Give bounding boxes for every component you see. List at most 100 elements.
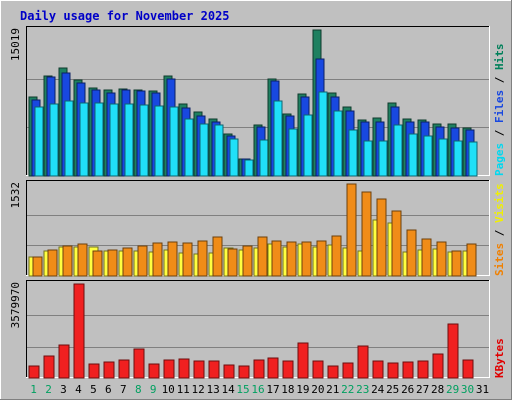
- bar-visits-sites-day-28: [436, 241, 447, 277]
- bar-hits-pages-day-11: [184, 118, 194, 177]
- bar-hits-pages-day-10: [169, 106, 179, 177]
- day-label-23: 23: [356, 383, 369, 396]
- day-label-29: 29: [446, 383, 459, 396]
- bar-kbytes-kbytes-day-26: [402, 361, 414, 379]
- bar-kbytes-kbytes-day-7: [118, 359, 130, 379]
- bar-visits-sites-day-22: [346, 183, 357, 277]
- bar-visits-sites-day-24: [376, 198, 387, 277]
- bar-visits-sites-day-17: [271, 240, 282, 277]
- bar-hits-pages-day-21: [333, 110, 343, 177]
- day-label-21: 21: [326, 383, 339, 396]
- day-label-31: 31: [476, 383, 489, 396]
- bar-visits-sites-day-23: [361, 191, 372, 277]
- bar-hits-pages-day-22: [348, 129, 358, 177]
- day-label-6: 6: [105, 383, 112, 396]
- bar-kbytes-kbytes-day-3: [58, 344, 70, 379]
- day-label-3: 3: [60, 383, 67, 396]
- bar-kbytes-kbytes-day-25: [387, 362, 399, 379]
- day-label-16: 16: [251, 383, 264, 396]
- panels-layer: 15019 Pages / Files / Hits 1532 Sites / Vis…: [9, 26, 506, 379]
- bar-hits-pages-day-7: [124, 103, 134, 177]
- legend-hits: Hits: [493, 44, 506, 71]
- bar-hits-pages-day-2: [49, 103, 59, 177]
- panel-kbytes-legend-text: KBytes: [493, 338, 506, 378]
- day-label-10: 10: [162, 383, 175, 396]
- bar-kbytes-kbytes-day-21: [327, 365, 339, 379]
- day-label-28: 28: [431, 383, 444, 396]
- day-label-17: 17: [266, 383, 279, 396]
- bar-visits-sites-day-21: [331, 235, 342, 277]
- bar-visits-sites-day-2: [47, 249, 58, 277]
- bar-kbytes-kbytes-day-9: [148, 363, 160, 379]
- day-label-20: 20: [311, 383, 324, 396]
- bar-visits-sites-day-26: [406, 229, 417, 277]
- bar-visits-sites-day-14: [227, 248, 238, 277]
- bar-hits-pages-day-29: [453, 140, 463, 177]
- bar-hits-pages-day-17: [273, 100, 283, 177]
- bar-kbytes-kbytes-day-5: [88, 363, 100, 379]
- day-label-7: 7: [120, 383, 127, 396]
- bar-visits-sites-day-8: [137, 245, 148, 277]
- bar-kbytes-kbytes-day-12: [193, 360, 205, 379]
- bar-visits-sites-day-16: [257, 236, 268, 277]
- bar-kbytes-kbytes-day-4: [73, 283, 85, 379]
- day-label-9: 9: [150, 383, 157, 396]
- bar-hits-pages-day-1: [34, 106, 44, 177]
- bar-hits-pages-day-28: [438, 138, 448, 177]
- panel-hits: 15019 Pages / Files / Hits: [9, 26, 506, 177]
- day-label-5: 5: [90, 383, 97, 396]
- bar-kbytes-kbytes-day-11: [178, 358, 190, 379]
- bar-hits-pages-day-16: [259, 139, 269, 177]
- bar-kbytes-kbytes-day-2: [43, 355, 55, 379]
- day-label-4: 4: [75, 383, 82, 396]
- bar-visits-sites-day-20: [316, 240, 327, 277]
- day-label-19: 19: [296, 383, 309, 396]
- day-label-2: 2: [45, 383, 52, 396]
- bar-hits-pages-day-24: [378, 140, 388, 177]
- bar-visits-sites-day-5: [92, 250, 103, 277]
- bar-hits-pages-day-4: [79, 102, 89, 177]
- bar-hits-pages-day-14: [229, 138, 239, 177]
- legend-sites: Sites: [493, 243, 506, 276]
- bar-hits-pages-day-5: [94, 102, 104, 177]
- bar-hits-pages-day-13: [214, 124, 224, 177]
- legend-visits: Visits: [493, 183, 506, 223]
- day-label-27: 27: [416, 383, 429, 396]
- day-label-14: 14: [221, 383, 235, 396]
- bar-hits-pages-day-15: [244, 159, 254, 177]
- day-label-1: 1: [30, 383, 37, 396]
- day-label-25: 25: [386, 383, 399, 396]
- bar-hits-pages-day-12: [199, 123, 209, 177]
- panel-visits: 1532 Sites / Visits: [9, 180, 506, 277]
- bar-visits-sites-day-7: [122, 247, 133, 277]
- bar-hits-pages-day-3: [64, 100, 74, 177]
- bar-visits-sites-day-9: [152, 242, 163, 277]
- bar-kbytes-kbytes-day-22: [342, 362, 354, 379]
- bar-hits-pages-day-27: [423, 135, 433, 177]
- bar-kbytes-kbytes-day-8: [133, 348, 145, 379]
- bar-visits-sites-day-13: [212, 236, 223, 277]
- bar-kbytes-kbytes-day-28: [432, 353, 444, 379]
- chart-title: Daily usage for November 2025: [20, 9, 230, 23]
- bar-hits-pages-day-20: [318, 91, 328, 177]
- bar-hits-pages-day-6: [109, 103, 119, 177]
- bar-kbytes-kbytes-day-6: [103, 361, 115, 379]
- legend-files: Files: [493, 90, 506, 123]
- panel-hits-max-label: 15019: [9, 28, 22, 61]
- bar-visits-sites-day-12: [197, 240, 208, 277]
- bar-visits-sites-day-18: [286, 241, 297, 277]
- day-label-11: 11: [177, 383, 190, 396]
- bar-kbytes-kbytes-day-19: [297, 342, 309, 379]
- bar-kbytes-kbytes-day-13: [208, 360, 220, 379]
- bar-visits-sites-day-4: [77, 243, 88, 277]
- bar-kbytes-kbytes-day-30: [462, 359, 474, 379]
- panel-visits-max-label: 1532: [9, 182, 22, 209]
- bar-hits-pages-day-25: [393, 124, 403, 177]
- legend-kbytes: KBytes: [493, 338, 506, 378]
- bar-kbytes-kbytes-day-17: [267, 357, 279, 379]
- bar-visits-sites-day-29: [451, 250, 462, 277]
- bar-visits-sites-day-25: [391, 210, 402, 277]
- bar-visits-sites-day-6: [107, 249, 118, 277]
- day-label-18: 18: [281, 383, 294, 396]
